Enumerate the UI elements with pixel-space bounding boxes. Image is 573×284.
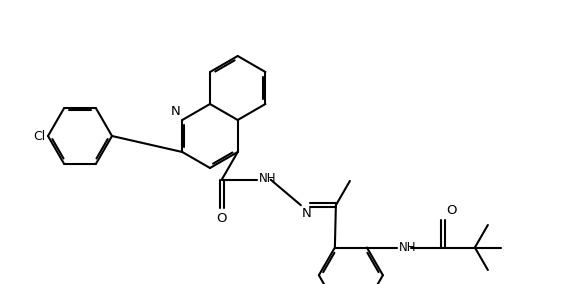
Text: N: N (171, 105, 180, 118)
Text: O: O (446, 204, 456, 216)
Text: O: O (217, 212, 227, 225)
Text: NH: NH (259, 172, 276, 185)
Text: Cl: Cl (33, 130, 45, 143)
Text: NH: NH (399, 241, 417, 254)
Text: N: N (302, 207, 312, 220)
